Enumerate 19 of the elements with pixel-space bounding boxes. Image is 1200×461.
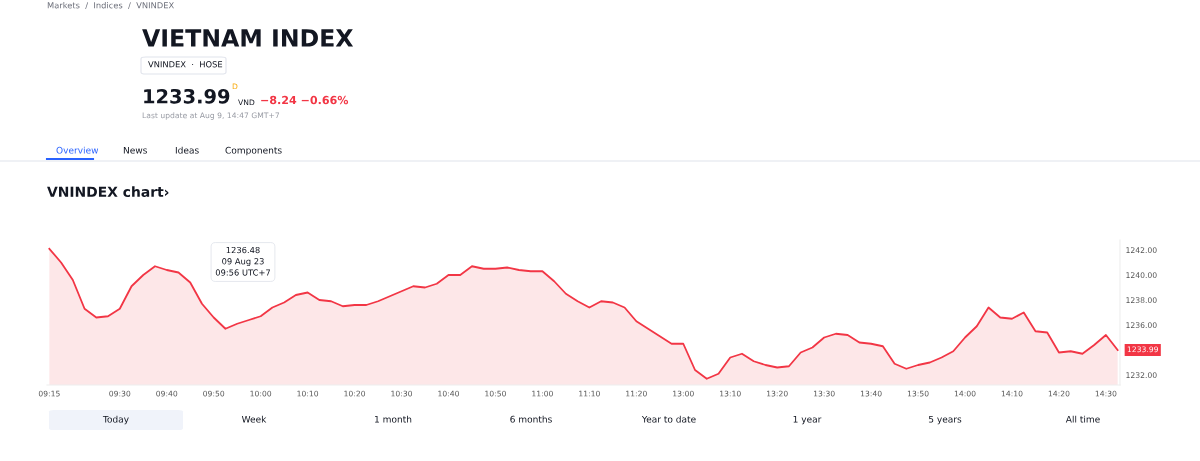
text: News [123, 146, 147, 154]
text: 1233.99 [144, 88, 230, 104]
text: Today [102, 415, 129, 425]
annotation: 1236.48 09 Aug 23 09:56 UTC+7 [215, 246, 271, 276]
text: 1 month [375, 415, 412, 423]
text: 5 years [928, 415, 962, 425]
text: Components [225, 146, 282, 156]
text: Ideas [175, 146, 199, 154]
text: Overview [56, 146, 99, 154]
text: All time [1065, 415, 1100, 423]
text: 1 year [793, 415, 822, 425]
chart-subtitle: VNINDEX chart› [47, 186, 169, 198]
text: −8.24 −0.66% [261, 95, 349, 105]
text: Year to date [641, 415, 696, 423]
text: Week [241, 415, 267, 423]
text: 6 months [510, 415, 552, 423]
text: Markets / Indices / VNINDEX [47, 1, 174, 10]
text: VNINDEX · HOSE [148, 61, 223, 68]
chart-title: VIETNAM INDEX [142, 29, 354, 47]
